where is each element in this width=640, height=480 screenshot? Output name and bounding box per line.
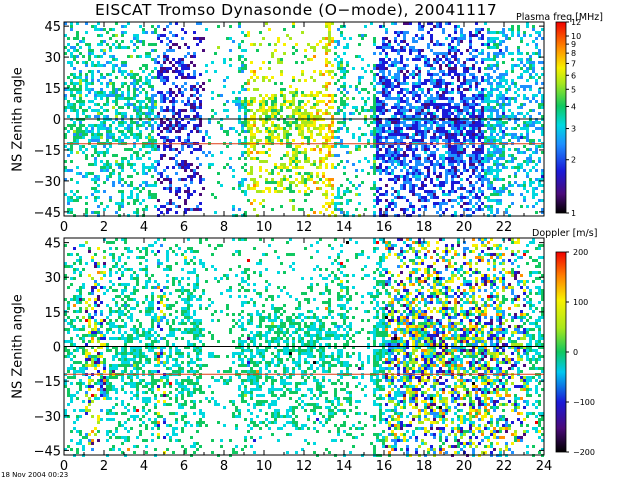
x-tick-label: 20: [456, 459, 473, 474]
x-tick-label: 0: [60, 459, 68, 474]
x-tick-label: 8: [220, 459, 228, 474]
colorbar-tick-label: 4: [571, 102, 576, 111]
plasma-frequency-panel: 0 2 4 6 8 10 12 14 16 18 20 224530150−15−30−4512109…: [34, 18, 582, 235]
colorbar-tick-label: 200: [573, 248, 588, 257]
timestamp: 18 Nov 2004 00:23: [1, 471, 69, 479]
colorbar-tick-label: −200: [573, 448, 595, 457]
colorbar-tick-label: 0: [573, 348, 578, 357]
doppler-panel: 0 2 4 6 8 10 12 14 16 18 20 22 244530150−15−30−45200…: [34, 237, 595, 474]
colorbar-tick-label: 1: [571, 209, 576, 218]
colorbar-title-doppler: Doppler [m/s]: [532, 228, 598, 239]
y-tick-label: 15: [44, 82, 61, 97]
x-tick-label: 14: [336, 220, 353, 235]
x-tick-label: 22: [496, 220, 513, 235]
x-tick-label: 12: [296, 459, 313, 474]
y-tick-label: −30: [34, 410, 61, 425]
x-tick-label: 16: [376, 220, 393, 235]
colorbar-tick-label: 9: [571, 40, 576, 49]
x-tick-label: 6: [180, 459, 188, 474]
x-tick-label: 16: [376, 459, 393, 474]
colorbar-tick-label: 3: [571, 125, 576, 134]
x-tick-label: 4: [140, 220, 148, 235]
y-tick-label: −15: [34, 144, 61, 159]
x-tick-label: 12: [296, 220, 313, 235]
chart-title: EISCAT Tromso Dynasonde (O−mode), 200411…: [95, 1, 498, 19]
colorbar: [555, 21, 567, 214]
y-tick-label: −45: [34, 444, 61, 459]
x-tick-label: 18: [416, 459, 433, 474]
x-tick-label: 18: [416, 220, 433, 235]
x-tick-label: 2: [100, 220, 108, 235]
colorbar: [555, 251, 567, 453]
data-cells: [64, 238, 544, 457]
x-tick-label: 6: [180, 220, 188, 235]
x-tick-label: 10: [256, 220, 273, 235]
colorbar-tick-label: 10: [571, 32, 581, 41]
x-tick-label: 14: [336, 459, 353, 474]
y-tick-label: 0: [53, 113, 61, 128]
x-tick-label: 10: [256, 459, 273, 474]
colorbar-title-plasma: Plasma freq [MHz]: [516, 12, 603, 23]
x-tick-label: 22: [496, 459, 513, 474]
x-tick-label: 8: [220, 220, 228, 235]
colorbar-tick-label: 2: [571, 156, 576, 165]
colorbar-tick-label: 8: [571, 49, 576, 58]
y-tick-label: −30: [34, 175, 61, 190]
y-tick-label: 30: [44, 51, 61, 66]
y-tick-label: 0: [53, 341, 61, 356]
x-tick-label: 24: [536, 459, 553, 474]
y-tick-label: 30: [44, 271, 61, 286]
y-tick-label: 45: [44, 237, 61, 252]
colorbar-tick-label: 7: [571, 59, 576, 68]
data-cells: [64, 22, 544, 217]
y-tick-label: −15: [34, 375, 61, 390]
x-tick-label: 4: [140, 459, 148, 474]
colorbar-tick-label: 100: [573, 298, 588, 307]
colorbar-tick-label: 5: [571, 85, 576, 94]
x-tick-label: 2: [100, 459, 108, 474]
y-tick-label: 15: [44, 306, 61, 321]
colorbar-tick-label: −100: [573, 398, 595, 407]
y-tick-label: 45: [44, 20, 61, 35]
y-axis-label-top: NS Zenith angle: [10, 67, 26, 172]
x-tick-label: 0: [60, 220, 68, 235]
y-axis-label-bottom: NS Zenith angle: [10, 294, 26, 399]
y-tick-label: −45: [34, 206, 61, 221]
colorbar-tick-label: 12: [571, 18, 581, 27]
x-tick-label: 20: [456, 220, 473, 235]
colorbar-tick-label: 6: [571, 71, 576, 80]
